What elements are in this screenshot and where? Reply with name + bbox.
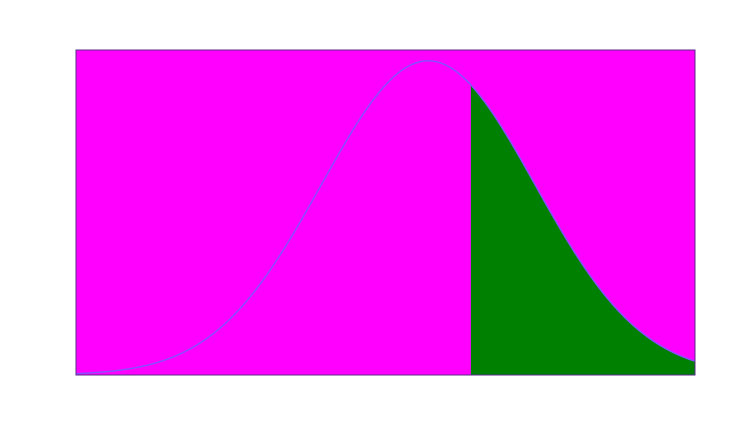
plot-border xyxy=(75,49,696,376)
shaded-tail-area xyxy=(470,84,695,376)
density-curve xyxy=(75,60,696,375)
